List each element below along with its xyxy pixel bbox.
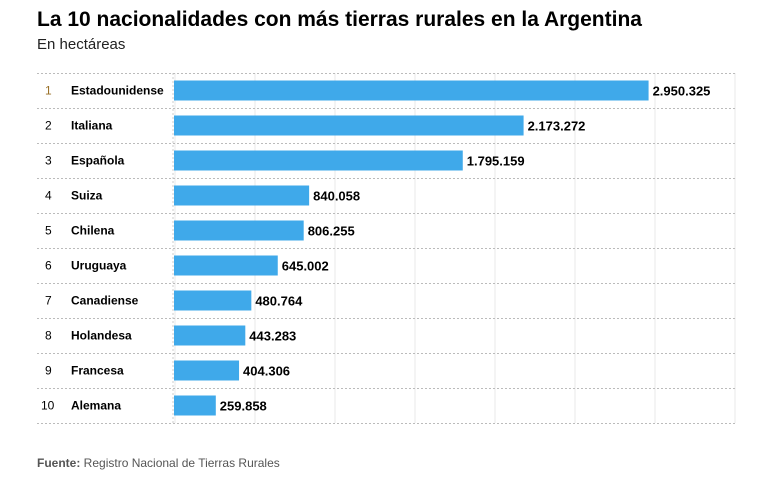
rank-label: 3	[45, 154, 52, 168]
chart-subtitle: En hectáreas	[37, 36, 126, 53]
rank-label: 1	[45, 84, 52, 98]
bar	[174, 185, 310, 206]
value-label: 443.283	[249, 329, 296, 344]
bar	[174, 115, 524, 136]
bar	[174, 150, 463, 171]
bar	[174, 290, 252, 311]
bar	[174, 360, 240, 381]
category-label: Holandesa	[71, 329, 132, 343]
rank-label: 4	[45, 189, 52, 203]
rank-label: 2	[45, 119, 52, 133]
value-label: 480.764	[255, 294, 303, 309]
rank-label: 6	[45, 259, 52, 273]
category-label: Italiana	[71, 119, 113, 133]
source-label: Fuente:	[37, 456, 81, 470]
value-label: 1.795.159	[467, 154, 525, 169]
rank-label: 8	[45, 329, 52, 343]
rank-label: 7	[45, 294, 52, 308]
rank-label: 9	[45, 364, 52, 378]
bar	[174, 220, 304, 241]
rank-label: 10	[41, 399, 55, 413]
value-label: 645.002	[282, 259, 329, 274]
value-label: 2.950.325	[653, 84, 711, 99]
category-label: Uruguaya	[71, 259, 127, 273]
category-label: Española	[71, 154, 125, 168]
category-label: Suiza	[71, 189, 103, 203]
bar	[174, 325, 246, 346]
category-label: Francesa	[71, 364, 124, 378]
value-label: 259.858	[220, 399, 267, 414]
value-label: 404.306	[243, 364, 290, 379]
value-label: 840.058	[313, 189, 360, 204]
source-text: Registro Nacional de Tierras Rurales	[80, 456, 280, 470]
source-note: Fuente: Registro Nacional de Tierras Rur…	[37, 456, 280, 470]
category-label: Canadiense	[71, 294, 139, 308]
category-label: Alemana	[71, 399, 121, 413]
bar	[174, 80, 649, 101]
value-label: 806.255	[308, 224, 355, 239]
category-label: Chilena	[71, 224, 115, 238]
bar	[174, 395, 216, 416]
bar	[174, 255, 278, 276]
category-label: Estadounidense	[71, 84, 164, 98]
rank-label: 5	[45, 224, 52, 238]
bar-chart: 1 Estadounidense 2.950.325 2 Italiana 2.173.2…	[37, 73, 736, 424]
value-label: 2.173.272	[528, 119, 586, 134]
chart-title: La 10 nacionalidades con más tierras rur…	[37, 8, 642, 31]
